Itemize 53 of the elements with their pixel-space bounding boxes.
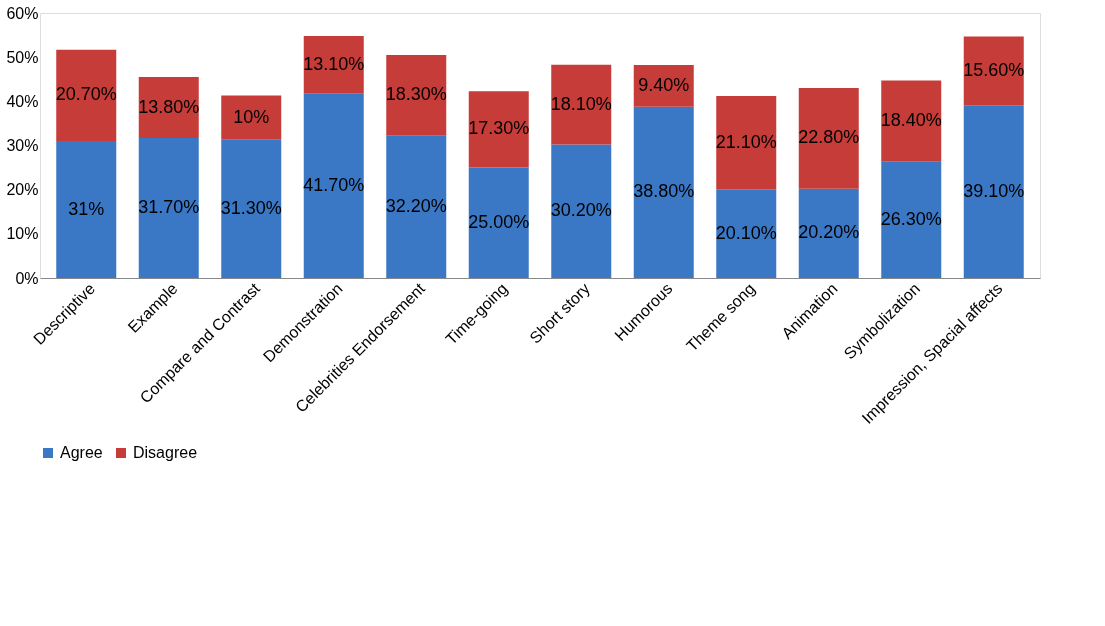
data-label: 31.30% <box>220 197 282 218</box>
data-label: 26.30% <box>880 208 942 229</box>
data-label: 22.80% <box>798 127 860 148</box>
bar <box>798 188 859 278</box>
data-label: 18.30% <box>385 84 447 105</box>
data-label: 13.80% <box>138 96 200 117</box>
data-label: 31.70% <box>138 197 200 217</box>
bar <box>221 95 282 140</box>
y-tick-label: 30% <box>6 137 39 154</box>
data-label: 20.20% <box>798 222 860 243</box>
data-label: 38.80% <box>633 181 695 202</box>
bar <box>303 93 364 278</box>
y-tick-label: 50% <box>6 48 39 66</box>
data-label: 21.10% <box>715 131 777 152</box>
bar <box>56 49 117 142</box>
data-label: 39.10% <box>963 180 1025 201</box>
bar <box>138 137 199 278</box>
bar <box>386 135 447 278</box>
data-label: 25.00% <box>468 211 530 232</box>
bar <box>881 80 942 162</box>
data-label: 18.40% <box>880 110 942 131</box>
bar <box>468 167 529 278</box>
data-label: 10% <box>233 106 270 127</box>
data-label: 15.60% <box>963 59 1025 80</box>
bar <box>798 88 859 189</box>
data-label: 13.10% <box>303 53 365 74</box>
bar <box>386 54 447 136</box>
legend-label: Agree <box>60 444 103 461</box>
bar <box>56 141 117 278</box>
y-tick-label: 20% <box>6 181 39 199</box>
y-tick-label: 0% <box>15 269 39 287</box>
y-tick-label: 40% <box>6 92 39 110</box>
data-label: 20.10% <box>715 222 777 243</box>
data-label: 18.10% <box>550 93 612 114</box>
y-tick-label: 60% <box>6 4 39 22</box>
bar <box>716 96 777 190</box>
bar <box>633 106 694 278</box>
data-label: 31% <box>68 198 105 219</box>
data-label: 20.70% <box>55 84 117 105</box>
bar <box>551 144 612 278</box>
y-tick-label: 10% <box>6 225 39 243</box>
bar <box>221 139 282 278</box>
bar <box>468 91 529 168</box>
data-label: 32.20% <box>385 195 447 216</box>
data-label: 9.40% <box>638 74 690 95</box>
data-label: 30.20% <box>550 200 612 221</box>
bar <box>881 161 942 278</box>
bar <box>716 189 777 278</box>
bar <box>963 105 1024 278</box>
data-label: 17.30% <box>468 118 530 139</box>
bar <box>963 36 1024 106</box>
legend-label: Disagree <box>133 444 198 461</box>
bar <box>551 64 612 145</box>
